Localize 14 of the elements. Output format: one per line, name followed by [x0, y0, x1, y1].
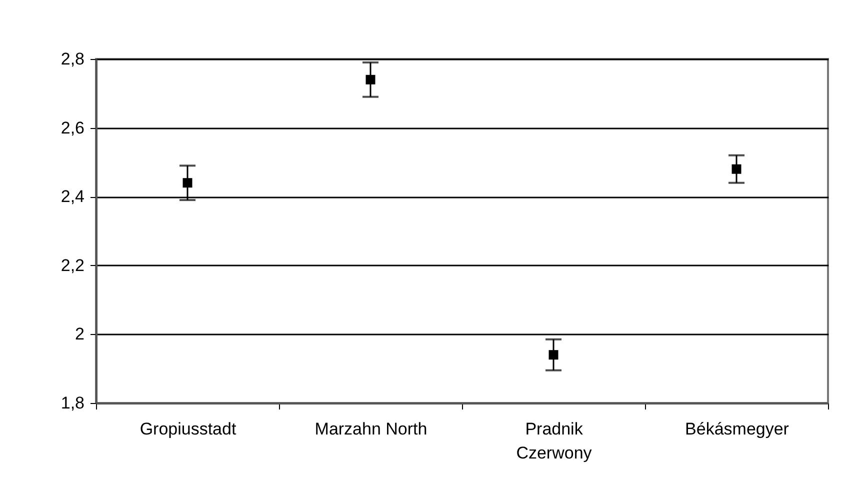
- y-tick-label: 2,2: [60, 256, 84, 275]
- x-tick-label: Békásmegyer: [685, 420, 790, 438]
- y-tick-label: 2: [75, 324, 84, 344]
- y-tick-label: 2,6: [60, 118, 84, 138]
- point: [366, 74, 376, 84]
- y-tick-label: 2,8: [60, 50, 84, 68]
- x-tick-label: Marzahn North: [314, 420, 428, 438]
- x-tick-label: Pradnik Czerwony: [516, 420, 592, 462]
- y-tick-label: 1,8: [60, 394, 84, 412]
- x-tick-label: Gropiusstadt: [140, 420, 236, 438]
- point: [182, 178, 192, 188]
- point: [732, 164, 742, 174]
- point: [548, 350, 558, 360]
- y-tick-label: 2,4: [60, 187, 84, 206]
